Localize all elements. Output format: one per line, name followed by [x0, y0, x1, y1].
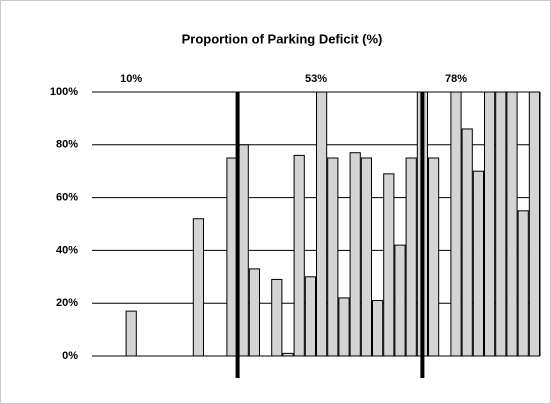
annotation: 10%	[120, 73, 142, 85]
bar	[495, 91, 507, 357]
bar	[316, 91, 328, 357]
bar	[304, 276, 316, 357]
bar	[372, 300, 384, 357]
bar	[237, 144, 249, 357]
bar	[192, 218, 205, 357]
bar	[450, 91, 462, 357]
bar	[293, 154, 305, 357]
y-tick-label: 60%	[56, 192, 78, 204]
bar	[428, 157, 440, 357]
bar	[383, 173, 395, 357]
bar	[226, 157, 238, 357]
bar	[517, 210, 529, 357]
bar	[360, 157, 372, 357]
bar	[338, 297, 350, 357]
bar	[528, 91, 540, 357]
bar	[327, 157, 339, 357]
bar	[484, 91, 496, 357]
chart-title: Proportion of Parking Deficit (%)	[182, 31, 383, 46]
annotation: 78%	[445, 73, 467, 85]
bar	[506, 91, 518, 357]
bar	[405, 157, 417, 357]
bar	[125, 310, 137, 357]
bar	[472, 170, 484, 357]
y-tick-label: 20%	[56, 297, 78, 309]
bar	[394, 244, 406, 357]
bar	[349, 152, 361, 357]
bar	[248, 268, 261, 357]
bar	[271, 278, 283, 357]
y-tick-label: 80%	[56, 139, 78, 151]
y-tick-label: 40%	[56, 244, 78, 256]
annotation: 53%	[305, 73, 327, 85]
y-tick-label: 100%	[50, 86, 78, 98]
bar	[282, 352, 294, 357]
y-tick-label: 0%	[62, 350, 78, 362]
bar	[461, 128, 473, 357]
